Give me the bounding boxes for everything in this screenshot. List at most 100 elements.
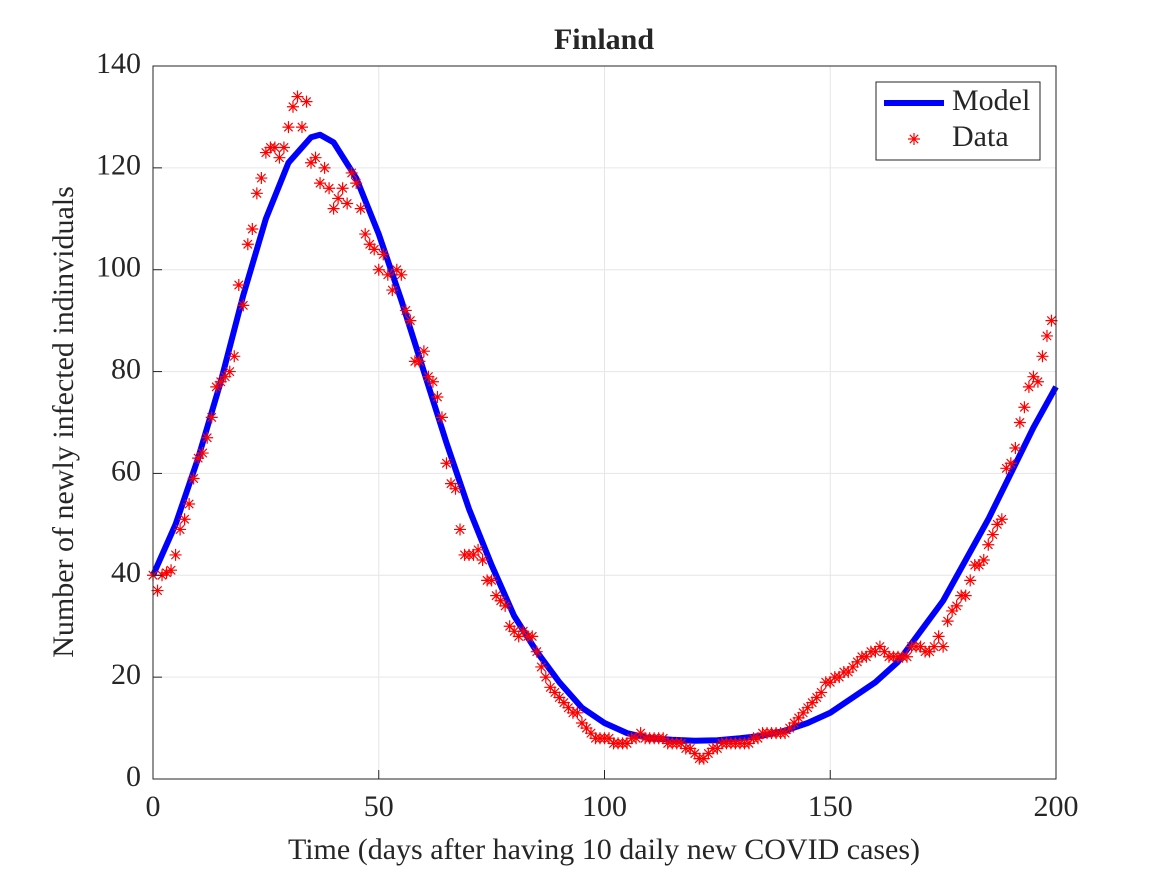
data-point <box>869 645 882 658</box>
data-point <box>508 625 521 638</box>
data-point <box>205 411 218 424</box>
x-axis-label: Time (days after having 10 daily new COV… <box>288 833 920 866</box>
data-point <box>1045 314 1058 327</box>
data-point <box>345 166 358 179</box>
data-point <box>151 584 164 597</box>
data-point <box>512 630 525 643</box>
data-point <box>250 187 263 200</box>
data-point <box>901 650 914 663</box>
y-tick-label: 140 <box>96 47 141 80</box>
y-tick-label: 40 <box>111 556 141 589</box>
data-point <box>792 711 805 724</box>
legend-swatch <box>908 133 920 145</box>
data-point <box>1036 350 1049 363</box>
grid <box>152 65 1057 780</box>
data-point <box>210 380 223 393</box>
data-point <box>277 141 290 154</box>
data-point <box>232 278 245 291</box>
data-point <box>977 554 990 567</box>
data-point <box>363 238 376 251</box>
data-point <box>440 457 453 470</box>
data-point <box>833 671 846 684</box>
data-point <box>697 752 710 765</box>
data-point <box>237 299 250 312</box>
data-point <box>219 370 232 383</box>
data-point <box>950 599 963 612</box>
data-point <box>702 747 715 760</box>
y-tick-label: 60 <box>111 454 141 487</box>
y-tick-label: 80 <box>111 352 141 385</box>
data-point <box>395 268 408 281</box>
data-point <box>779 727 792 740</box>
data-point <box>928 640 941 653</box>
data-point <box>634 727 647 740</box>
data-point <box>323 182 336 195</box>
x-tick-label: 200 <box>1034 790 1079 823</box>
data-point <box>783 722 796 735</box>
data-point <box>341 197 354 210</box>
x-tick-label: 0 <box>146 790 161 823</box>
data-point <box>354 202 367 215</box>
legend-label: Data <box>952 120 1009 153</box>
data-point <box>350 177 363 190</box>
data-point <box>372 263 385 276</box>
data-point <box>490 589 503 602</box>
data-point <box>851 655 864 668</box>
data-point <box>241 238 254 251</box>
data-point <box>941 615 954 628</box>
data-point <box>914 640 927 653</box>
data-point <box>675 737 688 750</box>
data-point <box>688 747 701 760</box>
data-point <box>472 543 485 556</box>
data-point <box>815 686 828 699</box>
data-point <box>959 589 972 602</box>
y-axis-label: Number of newly infected indinviduals <box>47 186 80 658</box>
y-tick-label: 0 <box>126 760 141 793</box>
data-point <box>160 566 173 579</box>
data-point <box>995 513 1008 526</box>
x-tick-label: 50 <box>364 790 394 823</box>
data-point <box>932 630 945 643</box>
data-point <box>562 701 575 714</box>
data-point <box>1040 329 1053 342</box>
data-point <box>417 345 430 358</box>
data-point <box>630 732 643 745</box>
data-point <box>973 559 986 572</box>
data-point <box>937 640 950 653</box>
data-point <box>1009 441 1022 454</box>
data-point <box>377 248 390 261</box>
data-point <box>454 523 467 536</box>
data-point <box>923 645 936 658</box>
data-point <box>788 716 801 729</box>
data-point <box>390 263 403 276</box>
data-point <box>846 660 859 673</box>
data-point <box>603 732 616 745</box>
data-point <box>557 696 570 709</box>
data-point <box>435 411 448 424</box>
data-point <box>187 472 200 485</box>
marks <box>147 90 1059 765</box>
data-point <box>986 528 999 541</box>
data-point <box>842 666 855 679</box>
data-point <box>499 599 512 612</box>
data-point <box>336 182 349 195</box>
data-point <box>873 640 886 653</box>
data-point <box>517 625 530 638</box>
chart-title: Finland <box>554 23 654 56</box>
data-point <box>449 482 462 495</box>
data-point <box>368 243 381 256</box>
data-point <box>824 676 837 689</box>
legend-box <box>875 81 1041 161</box>
data-point <box>476 554 489 567</box>
data-point <box>386 284 399 297</box>
data-point <box>192 452 205 465</box>
data-point <box>426 375 439 388</box>
data-point <box>381 268 394 281</box>
data-point <box>223 365 236 378</box>
data-point <box>621 737 634 750</box>
data-point <box>259 146 272 159</box>
data-point <box>946 604 959 617</box>
